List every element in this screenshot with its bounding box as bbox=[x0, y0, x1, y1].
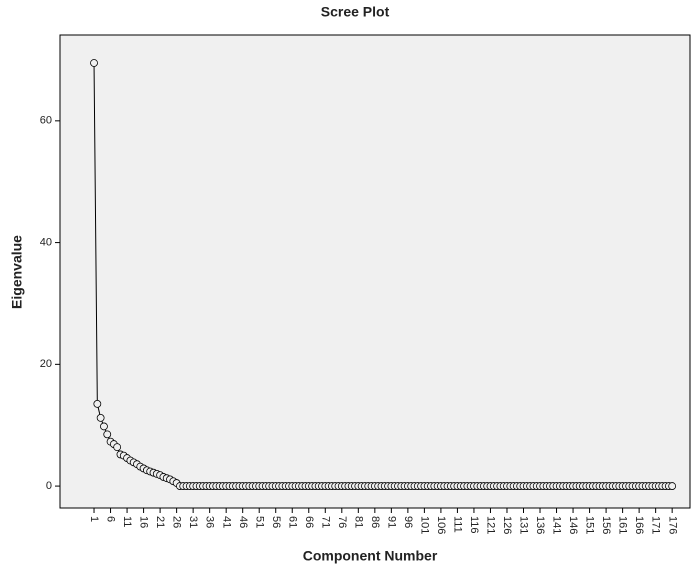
point bbox=[93, 400, 102, 408]
x-tick-label: 101 bbox=[418, 516, 430, 534]
x-tick-label: 121 bbox=[485, 516, 497, 534]
x-tick-label: 111 bbox=[452, 516, 464, 533]
x-tick-label: 131 bbox=[518, 516, 530, 534]
x-tick-label: 86 bbox=[369, 516, 381, 528]
x-tick-label: 41 bbox=[220, 516, 232, 528]
x-tick-label: 31 bbox=[187, 516, 199, 528]
x-tick-label: 76 bbox=[336, 516, 348, 528]
x-tick-label: 56 bbox=[270, 516, 282, 528]
y-tick-label: 60 bbox=[40, 115, 52, 127]
x-tick-label: 6 bbox=[105, 516, 117, 522]
y-tick-label: 0 bbox=[46, 480, 52, 492]
y-tick-label: 40 bbox=[40, 236, 52, 248]
x-tick-label: 171 bbox=[650, 516, 662, 534]
x-tick-label: 1 bbox=[88, 516, 100, 522]
y-tick-label: 20 bbox=[40, 358, 52, 370]
x-tick-label: 146 bbox=[567, 516, 579, 534]
x-tick-label: 136 bbox=[534, 516, 546, 534]
point bbox=[100, 422, 108, 431]
x-tick-label: 176 bbox=[666, 516, 678, 534]
x-tick-label: 81 bbox=[352, 516, 364, 528]
point bbox=[90, 59, 98, 67]
x-tick-label: 51 bbox=[253, 516, 265, 528]
x-tick-label: 11 bbox=[121, 516, 133, 527]
x-tick-label: 91 bbox=[385, 516, 397, 528]
x-tick-label: 161 bbox=[617, 516, 629, 534]
x-tick-label: 156 bbox=[600, 516, 612, 534]
x-tick-label: 21 bbox=[154, 516, 166, 528]
x-tick-label: 106 bbox=[435, 516, 447, 534]
x-tick-label: 16 bbox=[138, 516, 150, 528]
point bbox=[96, 414, 105, 422]
x-tick-label: 61 bbox=[286, 516, 298, 528]
x-tick-label: 46 bbox=[237, 516, 249, 528]
x-tick-label: 166 bbox=[633, 516, 645, 534]
point bbox=[668, 482, 677, 490]
x-tick-label: 26 bbox=[171, 516, 183, 528]
x-tick-label: 71 bbox=[319, 516, 331, 528]
x-tick-label: 151 bbox=[584, 516, 596, 534]
x-tick-label: 96 bbox=[402, 516, 414, 528]
x-tick-label: 36 bbox=[204, 516, 216, 528]
x-tick-label: 116 bbox=[468, 516, 480, 534]
point bbox=[113, 443, 122, 452]
x-tick-label: 66 bbox=[303, 516, 315, 528]
x-tick-label: 141 bbox=[551, 516, 563, 534]
x-axis-title: Component Number bbox=[303, 548, 438, 564]
x-tick-label: 126 bbox=[501, 516, 513, 534]
plot-area bbox=[59, 34, 691, 509]
y-axis-title: Eigenvalue bbox=[9, 235, 25, 309]
chart-title: Scree Plot bbox=[321, 4, 390, 20]
point bbox=[103, 430, 112, 439]
